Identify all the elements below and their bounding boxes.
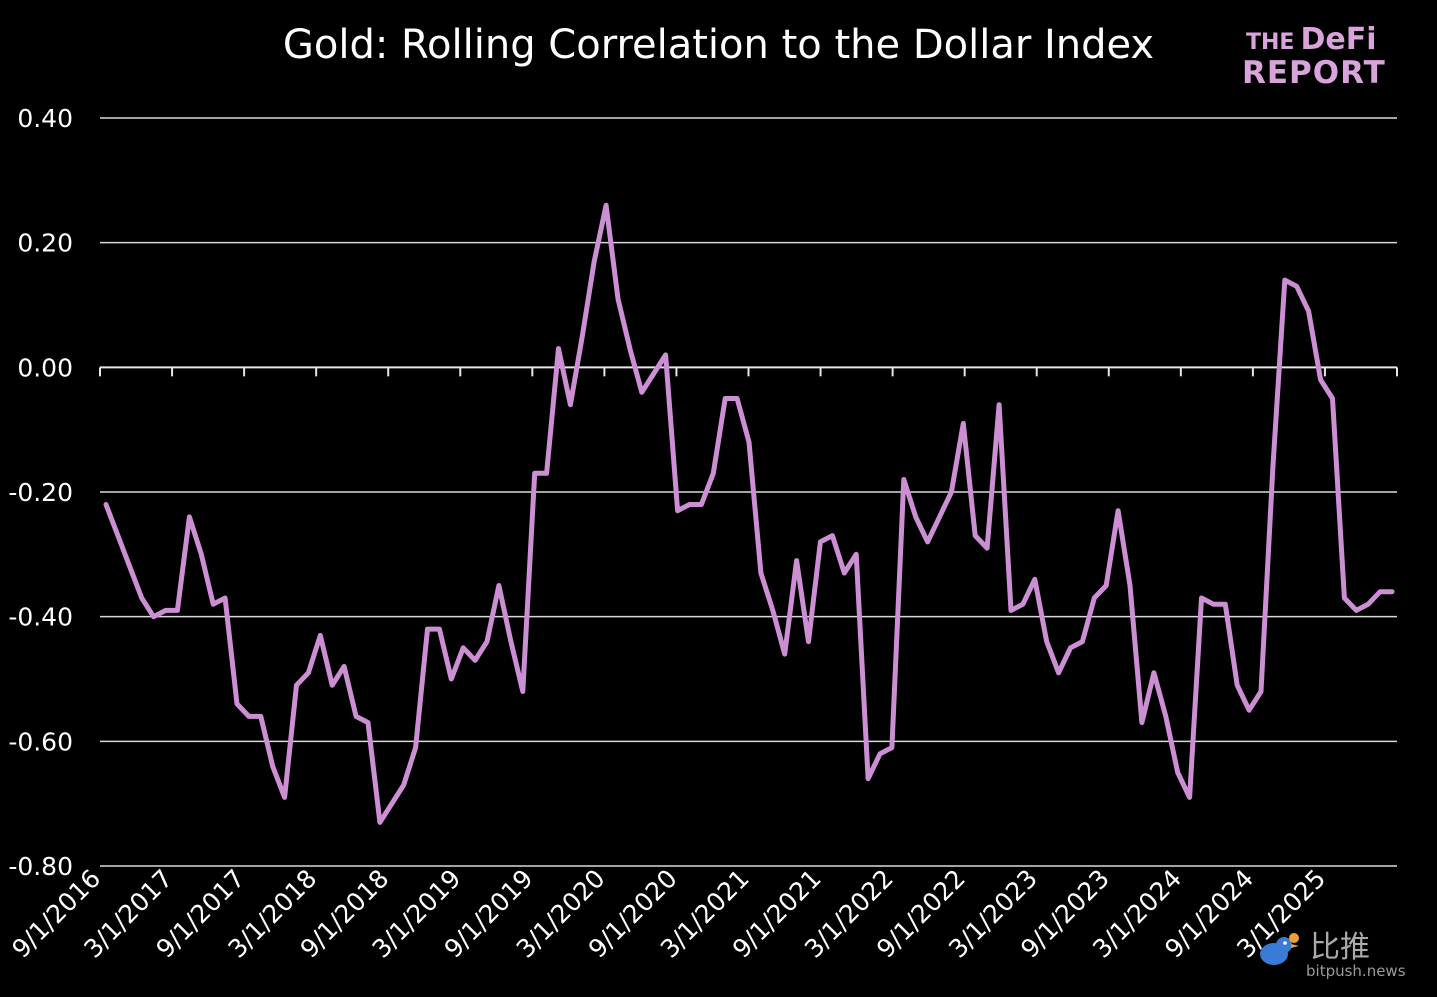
chart-title: Gold: Rolling Correlation to the Dollar … xyxy=(282,22,1155,68)
y-tick-label: -0.20 xyxy=(8,478,73,507)
series-group xyxy=(103,202,1395,825)
logo-text-defi: DeFi xyxy=(1300,22,1377,57)
x-axis-ticks xyxy=(99,367,1398,377)
bird-icon xyxy=(1260,933,1299,965)
y-tick-label: 0.20 xyxy=(17,229,73,258)
defi-report-logo: THE DeFi REPORT xyxy=(1242,22,1402,92)
y-tick-label: 0.40 xyxy=(17,104,73,133)
watermark-main: 比推 xyxy=(1310,930,1370,965)
y-tick-label: -0.80 xyxy=(8,852,73,881)
y-tick-label: 0.00 xyxy=(17,353,73,382)
y-tick-label: -0.40 xyxy=(8,603,73,632)
correlation-line xyxy=(103,202,1395,825)
y-axis-labels: 0.40 0.20 0.00 -0.20 -0.40 -0.60 -0.80 xyxy=(8,104,73,881)
logo-text-the: THE xyxy=(1246,30,1295,55)
bitpush-watermark: 比推 bitpush.news xyxy=(1250,922,1430,992)
y-tick-label: -0.60 xyxy=(8,727,73,756)
x-axis-labels: 9/1/20163/1/20179/1/20173/1/20189/1/2018… xyxy=(6,864,1331,964)
watermark-sub: bitpush.news xyxy=(1306,962,1406,980)
logo-text-report: REPORT xyxy=(1242,55,1386,91)
gridlines xyxy=(100,117,1397,867)
